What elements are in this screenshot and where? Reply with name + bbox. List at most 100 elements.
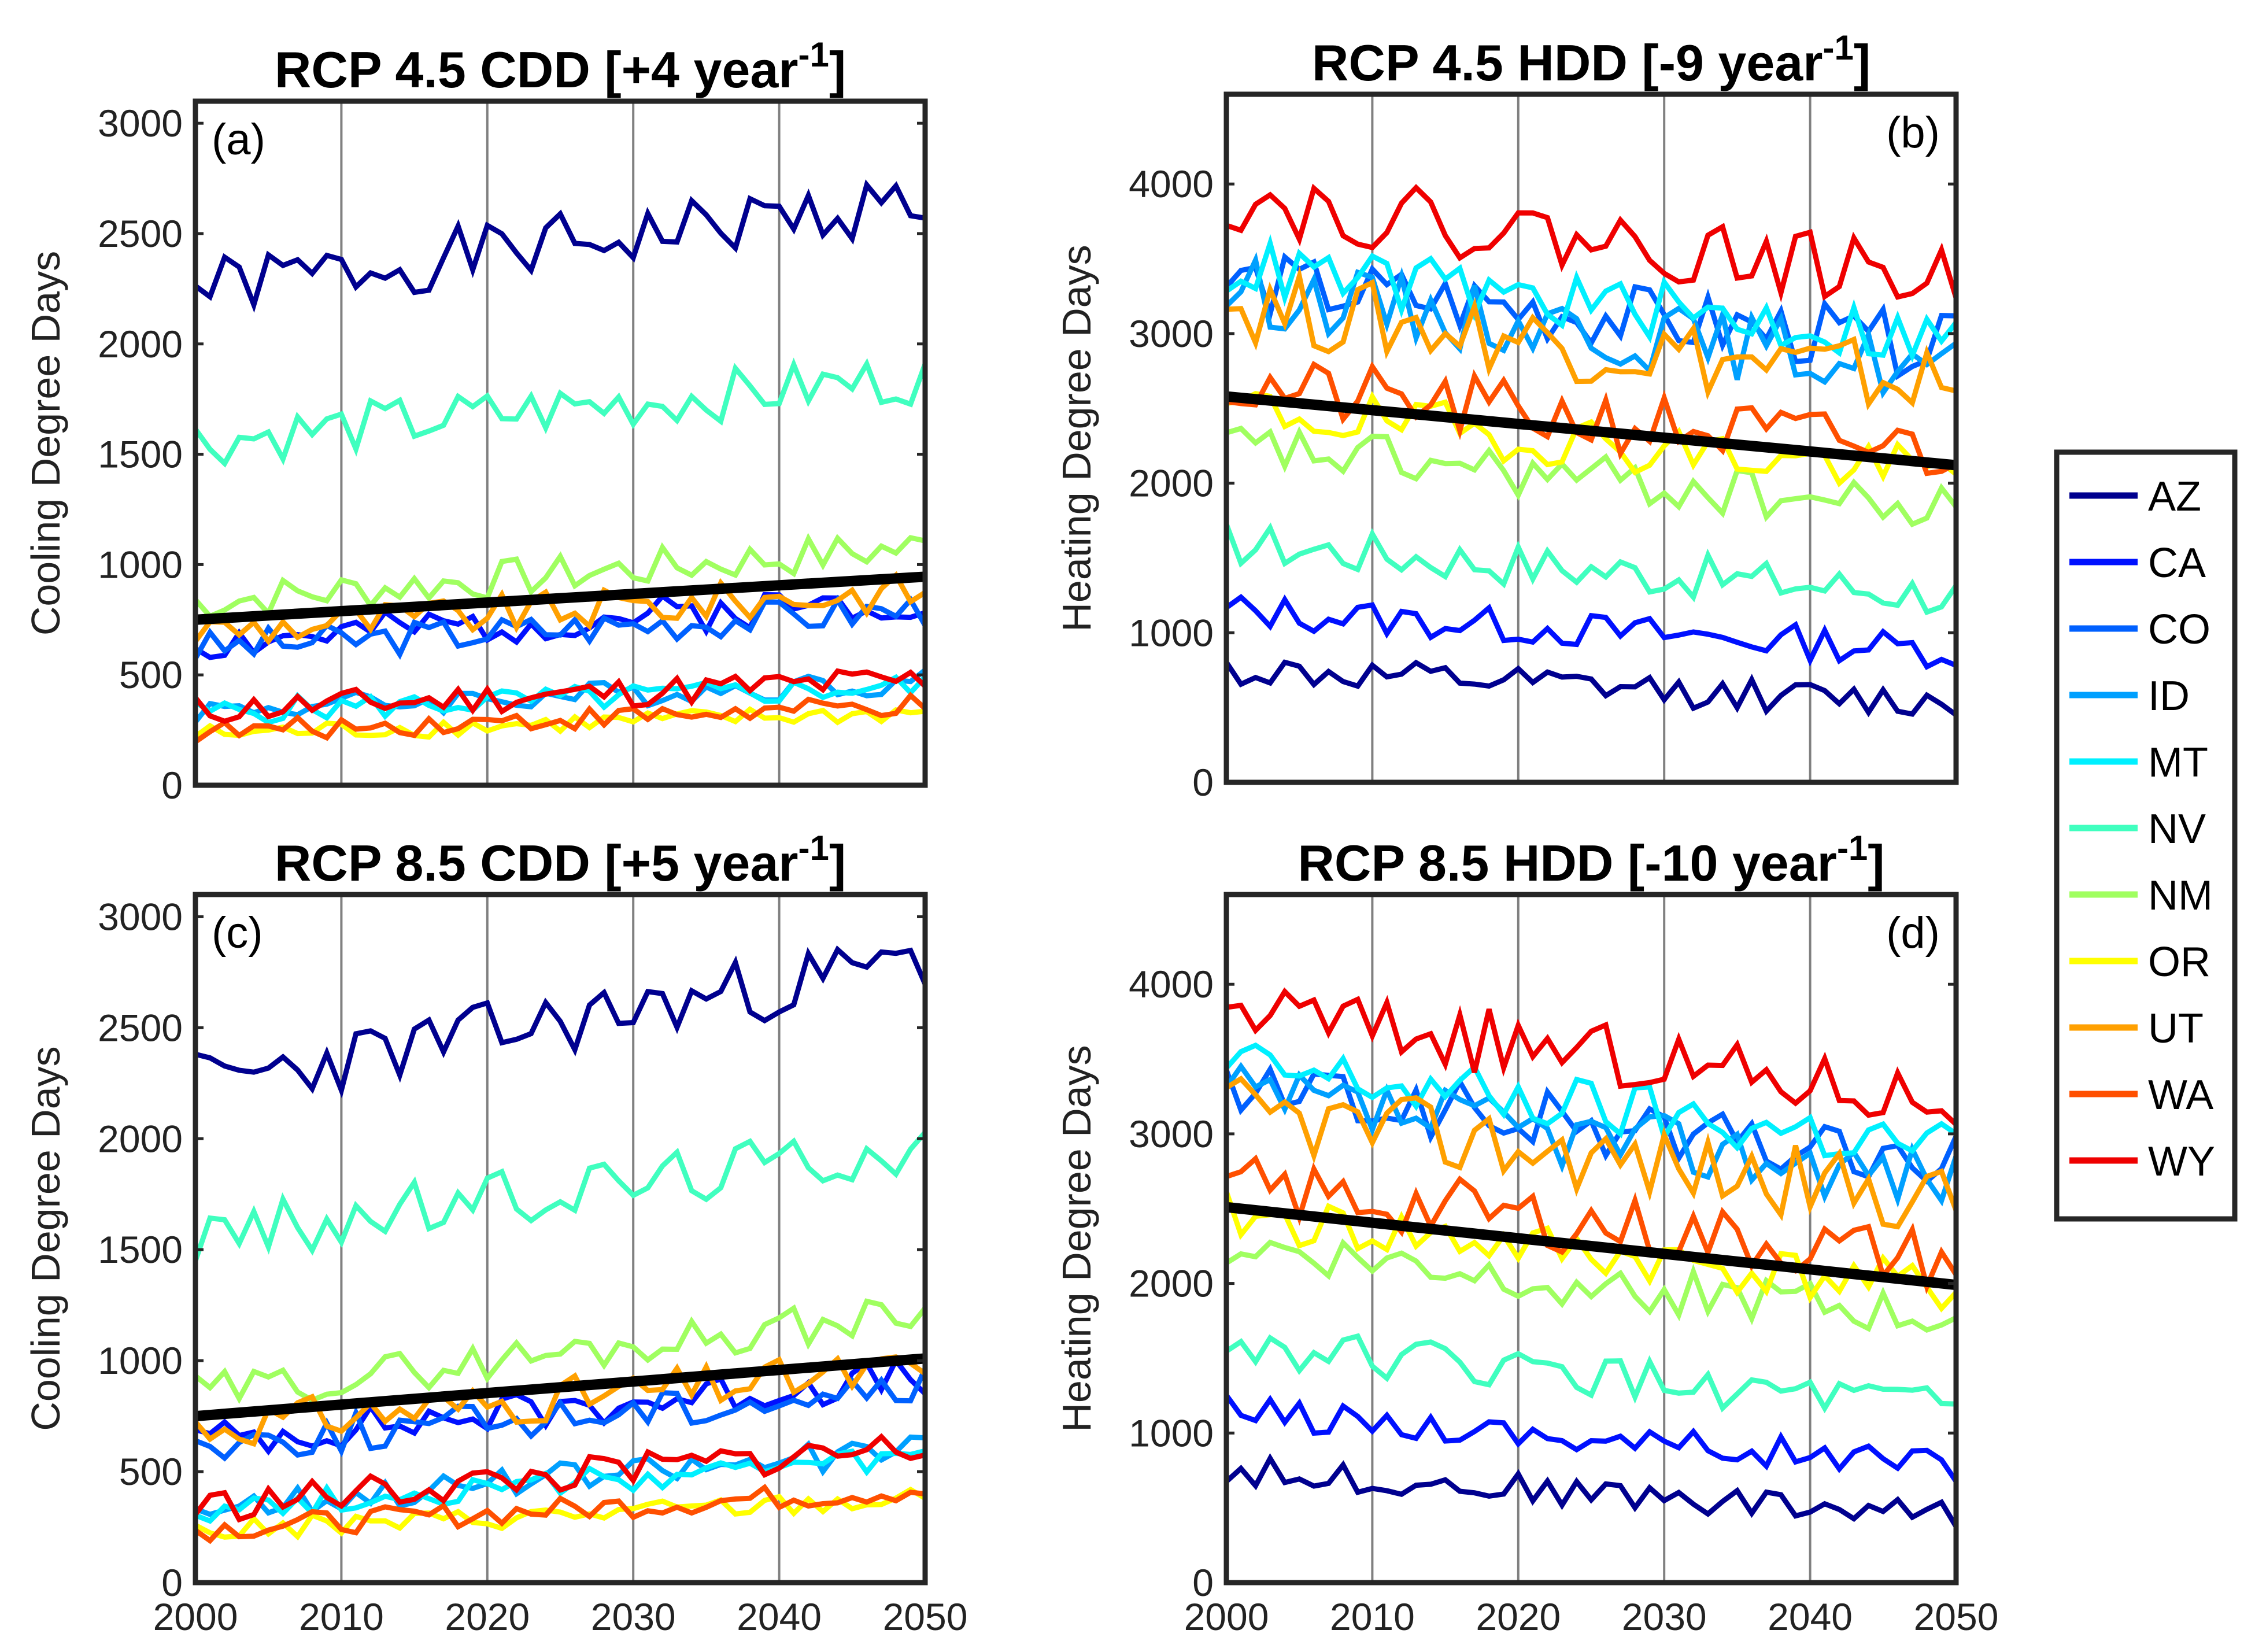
trend-line bbox=[195, 571, 925, 625]
series-line-CA bbox=[1226, 1394, 1956, 1483]
axes-frame bbox=[193, 98, 928, 788]
panels: 0 500 1000 1500 2000 2500 3000 RCP 4.5 CDD [+4 … bbox=[23, 28, 1998, 1638]
y-axis-label: Cooling Degree Days bbox=[23, 1046, 68, 1431]
panel-label: (c) bbox=[212, 908, 263, 958]
xtick-label: 2010 bbox=[299, 1595, 384, 1638]
series-line-NM bbox=[195, 1298, 925, 1405]
series-line-CO bbox=[195, 594, 925, 660]
series-line-NV bbox=[195, 357, 925, 468]
ytick-label: 3000 bbox=[98, 895, 183, 938]
panel-a: 0 500 1000 1500 2000 2500 3000 RCP 4.5 CDD [+4 … bbox=[23, 35, 928, 807]
legend-label: CO bbox=[2148, 607, 2210, 653]
trend-line bbox=[195, 1353, 925, 1422]
ytick-label: 1000 bbox=[98, 543, 183, 586]
ytick-label: 1000 bbox=[1129, 1411, 1214, 1454]
series-line-CO bbox=[195, 1368, 925, 1462]
legend-entry-ID: ID bbox=[2069, 673, 2190, 719]
trend-line bbox=[1226, 391, 1956, 471]
ytick-label: 2500 bbox=[98, 1006, 183, 1049]
ytick-label: 2000 bbox=[98, 323, 183, 365]
series-line-WA bbox=[195, 1483, 925, 1544]
xtick-label: 2020 bbox=[1476, 1595, 1561, 1638]
legend-entry-OR: OR bbox=[2069, 939, 2210, 985]
legend-label: ID bbox=[2148, 673, 2190, 719]
legend-label: AZ bbox=[2148, 474, 2201, 520]
legend-entry-AZ: AZ bbox=[2069, 474, 2201, 520]
legend-entry-UT: UT bbox=[2069, 1006, 2204, 1052]
xtick-label: 2000 bbox=[153, 1595, 238, 1638]
panel-c: 0 500 1000 1500 2000 2500 3000 2000 2010 2020 2030… bbox=[23, 829, 967, 1638]
series-line-WA bbox=[195, 692, 925, 744]
legend-entry-WY: WY bbox=[2069, 1139, 2215, 1185]
series-group bbox=[195, 179, 925, 744]
legend: AZ CA CO ID MT NV NM OR UT WA WY bbox=[2054, 449, 2238, 1222]
xtick-label: 2000 bbox=[1184, 1595, 1269, 1638]
xtick-label: 2030 bbox=[591, 1595, 676, 1638]
ytick-label: 1000 bbox=[98, 1339, 183, 1382]
xtick-label: 2020 bbox=[445, 1595, 530, 1638]
series-line-WY bbox=[1226, 183, 1956, 303]
legend-entry-CA: CA bbox=[2069, 540, 2206, 586]
ytick-label: 3000 bbox=[1129, 1113, 1214, 1155]
series-line-ID bbox=[1226, 1062, 1956, 1208]
chart-title: RCP 8.5 HDD [-10 year-1] bbox=[1297, 829, 1884, 892]
series-line-ID bbox=[1226, 252, 1956, 399]
legend-label: WA bbox=[2148, 1072, 2213, 1118]
legend-label: CA bbox=[2148, 540, 2206, 586]
series-line-CA bbox=[1226, 594, 1956, 670]
series-line-WY bbox=[1226, 987, 1956, 1126]
xtick-label: 2040 bbox=[737, 1595, 822, 1638]
legend-label: UT bbox=[2148, 1006, 2204, 1052]
series-line-MT bbox=[195, 1448, 925, 1524]
ytick-label: 500 bbox=[119, 1450, 183, 1493]
series-line-UT bbox=[1226, 266, 1956, 411]
ytick-label: 3000 bbox=[98, 102, 183, 145]
series-line-MT bbox=[195, 674, 925, 726]
series-line-OR bbox=[195, 706, 925, 740]
series-group bbox=[195, 945, 925, 1544]
chart-title: RCP 4.5 HDD [-9 year-1] bbox=[1312, 28, 1870, 91]
ytick-label: 2500 bbox=[98, 212, 183, 255]
ytick-label: 2000 bbox=[1129, 462, 1214, 505]
ytick-label: 1500 bbox=[98, 1228, 183, 1271]
series-line-AZ bbox=[1226, 1453, 1956, 1528]
ytick-label: 4000 bbox=[1129, 963, 1214, 1006]
series-line-OR bbox=[1226, 390, 1956, 487]
series-line-WA bbox=[1226, 360, 1956, 476]
legend-entry-WA: WA bbox=[2069, 1072, 2213, 1118]
ytick-label: 2000 bbox=[98, 1117, 183, 1160]
trend-line bbox=[1226, 1202, 1956, 1291]
series-line-NM bbox=[1226, 425, 1956, 528]
ytick-label: 2000 bbox=[1129, 1262, 1214, 1305]
series-line-NM bbox=[195, 533, 925, 620]
legend-label: OR bbox=[2148, 939, 2210, 985]
axes-frame bbox=[1223, 892, 1959, 1586]
ytick-label: 0 bbox=[161, 764, 183, 807]
series-line-AZ bbox=[1226, 659, 1956, 718]
ytick-label: 1500 bbox=[98, 433, 183, 476]
panel-d: 0 1000 2000 3000 4000 2000 2010 2020 2030 2040 205… bbox=[1054, 829, 1998, 1638]
series-line-MT bbox=[1226, 1042, 1956, 1159]
legend-entry-CO: CO bbox=[2069, 607, 2210, 653]
series-line-NV bbox=[195, 1130, 925, 1262]
xtick-label: 2030 bbox=[1622, 1595, 1707, 1638]
legend-label: NV bbox=[2148, 806, 2206, 852]
series-line-NV bbox=[1226, 1333, 1956, 1414]
xtick-label: 2050 bbox=[1914, 1595, 1999, 1638]
series-line-NV bbox=[1226, 522, 1956, 616]
legend-label: MT bbox=[2148, 740, 2208, 786]
chart-title: RCP 4.5 CDD [+4 year-1] bbox=[275, 35, 846, 98]
axes-frame bbox=[1223, 91, 1959, 785]
xtick-label: 2010 bbox=[1330, 1595, 1415, 1638]
legend-label: WY bbox=[2148, 1139, 2215, 1185]
y-axis-label: Heating Degree Days bbox=[1054, 1045, 1099, 1432]
panel-b: 0 1000 2000 3000 4000 RCP 4.5 HDD [-9 year-1]… bbox=[1054, 28, 1959, 804]
series-group bbox=[1226, 183, 1956, 718]
ytick-label: 3000 bbox=[1129, 312, 1214, 355]
series-line-WA bbox=[1226, 1154, 1956, 1295]
chart-title: RCP 8.5 CDD [+5 year-1] bbox=[275, 829, 846, 892]
ytick-label: 1000 bbox=[1129, 611, 1214, 654]
series-group bbox=[1226, 987, 1956, 1528]
ytick-label: 500 bbox=[119, 653, 183, 696]
y-axis-label: Heating Degree Days bbox=[1054, 245, 1099, 631]
